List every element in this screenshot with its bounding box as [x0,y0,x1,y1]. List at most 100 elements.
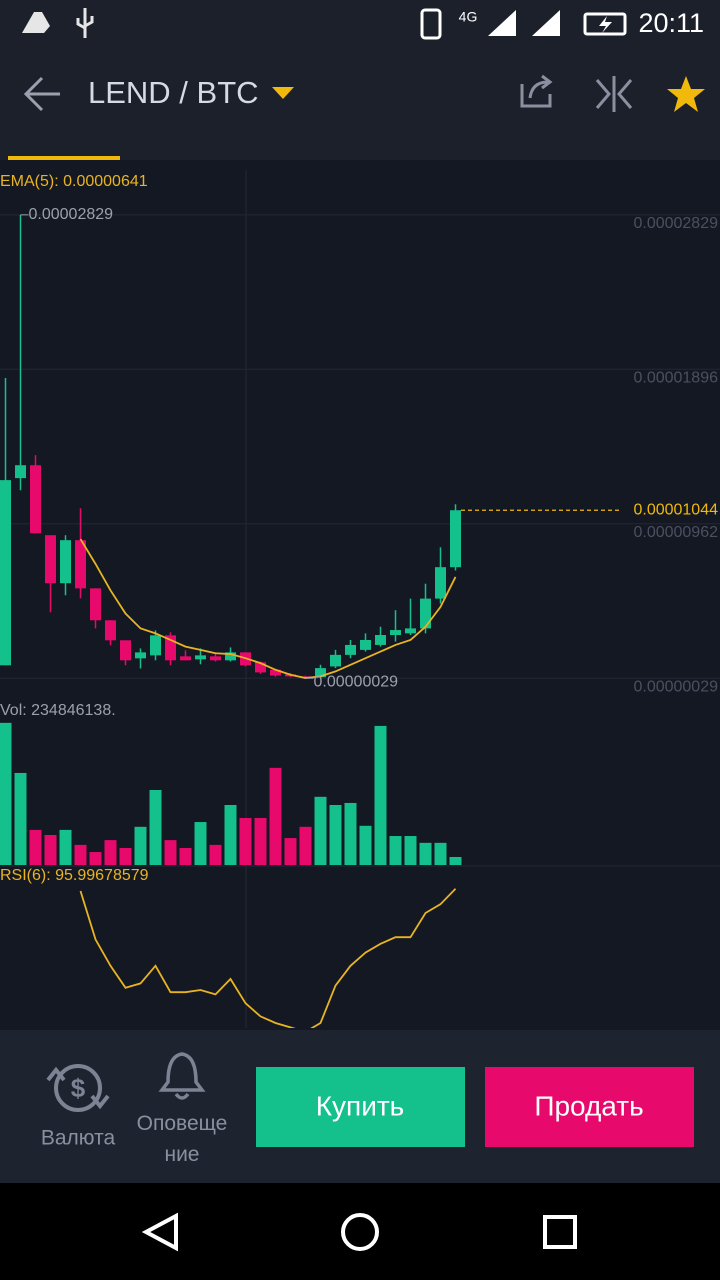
favorite-button[interactable] [667,76,705,112]
volume-title: Vol: 234846138. [0,702,116,719]
volume-bar [284,838,297,865]
volume-bar [44,835,57,865]
volume-bar [119,847,132,865]
battery-icon [583,12,627,36]
sell-button[interactable] [485,1067,694,1147]
volume-bar [359,825,372,865]
candle-body [90,588,101,621]
rsi-line [79,888,457,1028]
nav-back[interactable] [141,1212,178,1252]
volume-bar [0,722,12,865]
candle-body [375,635,386,645]
battery-bolt [599,16,612,33]
volume-bar [59,829,72,865]
min-label: 0.00000029 [314,673,399,690]
volume-bar [104,840,117,865]
ema-legend: EMA(5): 0.00000641 [0,173,148,190]
volume-bar [254,817,267,865]
ema-line [79,538,457,679]
volume-bar [239,817,252,865]
sell-label[interactable]: Продать [534,1090,643,1121]
volume-bar [314,796,327,865]
drive-icon [22,12,50,33]
compare-button[interactable] [595,76,633,112]
status-bar [0,0,720,48]
candle-body [330,654,341,667]
volume-bar [194,822,207,865]
candle-body [390,630,401,636]
share-button[interactable] [520,74,553,108]
volume-bar [29,829,42,865]
volume-bar [209,844,222,865]
candle-body [195,655,206,660]
candle-body [105,620,116,641]
svg-text:$: $ [71,1073,86,1103]
last-price-label: 0.00001044 [633,501,718,518]
candle-body [165,635,176,661]
currency-button[interactable]: $ [46,1064,110,1112]
volume-bar [164,840,177,865]
phone-icon [420,8,442,40]
candle-body [225,652,236,661]
volume-bar [224,805,237,865]
candle-body [30,465,41,534]
pair-title[interactable]: LEND / BTC [88,75,259,110]
candle-body [420,598,431,629]
volume-bar [329,805,342,865]
volume-bar [344,802,357,865]
volume-bar [404,836,417,865]
usb-icon [76,8,94,38]
candle-body [45,535,56,584]
volume-bar [449,856,462,865]
candle-body [270,669,281,676]
y-tick-label: 0.00000029 [633,678,718,695]
candle-body [0,480,11,666]
alert-icon[interactable] [158,1052,206,1100]
volume-bar [74,844,87,865]
chart-area [0,160,720,1030]
max-label: 0.00002829 [29,206,114,223]
buy-button[interactable] [256,1067,465,1147]
candle-body [135,652,146,659]
candle-body [15,465,26,479]
candle-body [435,567,446,599]
volume-bar [149,790,162,865]
volume-bar [419,842,432,865]
y-tick-label: 0.00001896 [633,369,718,386]
candle-body [180,656,191,661]
candle-body [60,540,71,584]
nav-bar [0,1183,720,1280]
volume-bar [89,852,102,865]
network-label: 4G [459,9,478,25]
volume-bar [389,836,402,865]
volume-bar [299,826,312,865]
rsi-title: RSI(6): 95.99678579 [0,867,149,884]
volume-bar [434,842,447,865]
volume-bar [374,725,387,865]
pair-dropdown[interactable] [272,87,294,99]
clock: 20:11 [638,8,704,38]
alert-label[interactable]: Оповещение [136,1112,228,1166]
volume-bar [269,767,282,865]
volume-bar [14,772,27,865]
candle-body [75,540,86,589]
buy-label[interactable]: Купить [316,1090,405,1121]
candle-body [315,668,326,678]
candle-body [120,640,131,661]
y-tick-label: 0.00002829 [633,215,718,232]
candle-body [150,635,161,656]
back-button[interactable] [23,76,60,112]
nav-recents[interactable] [543,1215,577,1249]
plot: 0.00002829 0.00001896 0.00000962 0.00000029… [0,206,720,1028]
candle-body [405,628,416,634]
tab-indicator [8,156,120,160]
candle-body [210,656,221,661]
nav-home[interactable] [341,1213,379,1251]
volume-bar [179,847,192,865]
candle-body [450,510,461,568]
currency-label[interactable]: Валюта [41,1127,116,1150]
signal-icon [532,10,560,36]
